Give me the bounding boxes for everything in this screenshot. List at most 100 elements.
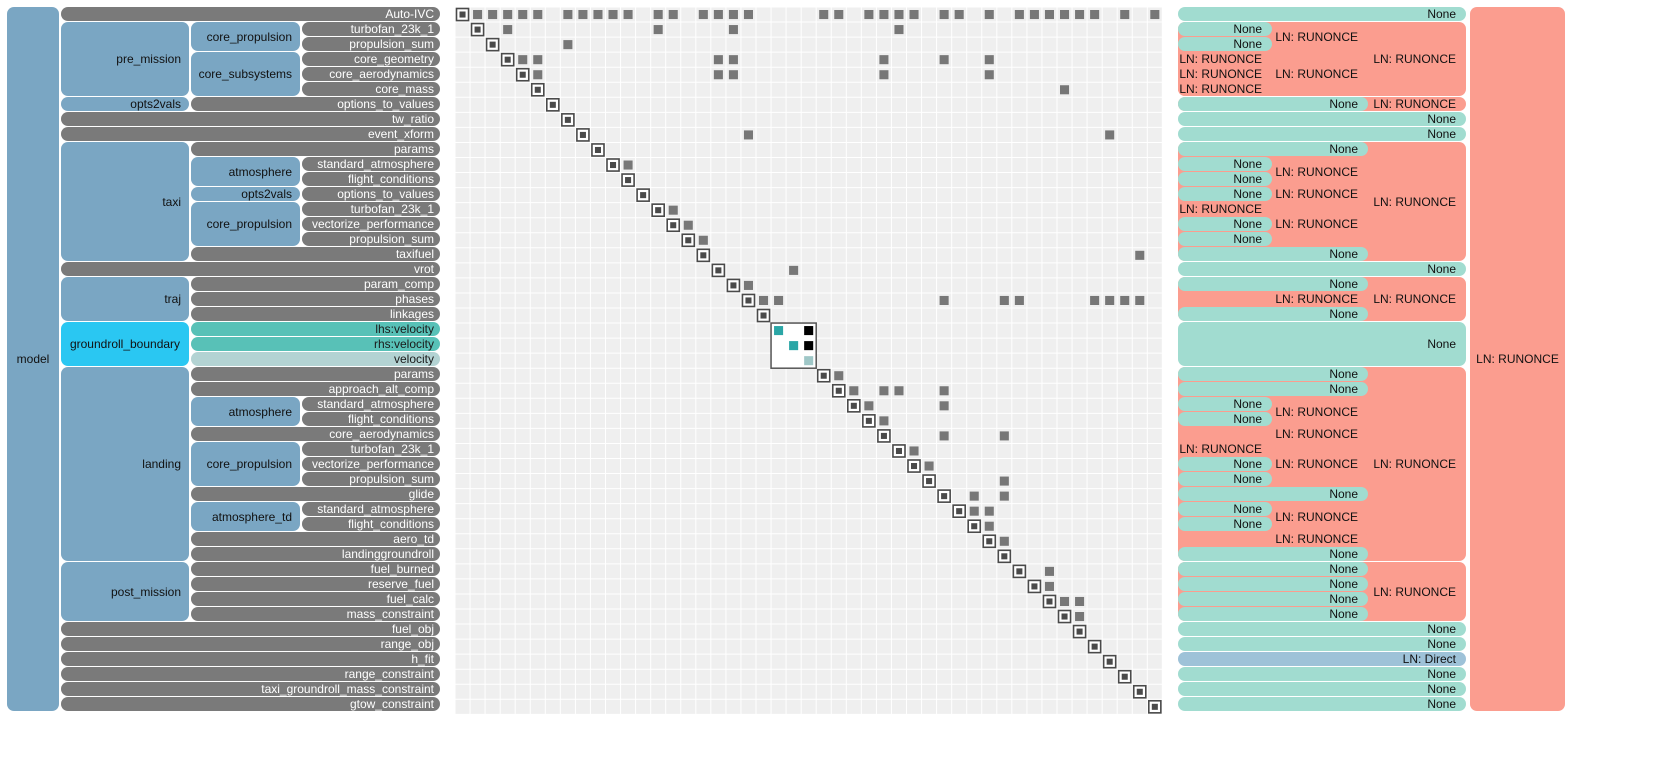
solver-node[interactable]: None bbox=[1178, 502, 1272, 516]
group-node[interactable]: landing bbox=[61, 367, 189, 561]
solver-node[interactable]: None bbox=[1178, 187, 1272, 201]
solver-node[interactable]: None bbox=[1178, 547, 1368, 561]
solver-node[interactable]: None bbox=[1178, 22, 1272, 36]
component-node[interactable]: core_mass bbox=[302, 82, 440, 96]
solver-node[interactable]: LN: Direct bbox=[1178, 652, 1466, 666]
component-node[interactable]: phases bbox=[191, 292, 440, 306]
component-node[interactable]: approach_alt_comp bbox=[191, 382, 440, 396]
solver-node[interactable]: None bbox=[1178, 487, 1368, 501]
solver-node[interactable]: None bbox=[1178, 172, 1272, 186]
solver-node[interactable]: None bbox=[1178, 472, 1272, 486]
group-node[interactable]: atmosphere bbox=[191, 157, 300, 186]
solver-node[interactable]: None bbox=[1178, 562, 1368, 576]
group-node[interactable]: groundroll_boundary bbox=[61, 322, 189, 366]
solver-node[interactable]: LN: RUNONCE bbox=[1275, 442, 1368, 486]
component-node[interactable]: standard_atmosphere bbox=[302, 397, 440, 411]
solver-node[interactable]: None bbox=[1178, 112, 1466, 126]
solver-node[interactable]: LN: RUNONCE bbox=[1275, 52, 1368, 96]
component-node[interactable]: flight_conditions bbox=[302, 412, 440, 426]
solver-node[interactable]: LN: RUNONCE bbox=[1178, 427, 1368, 441]
component-node[interactable]: core_aerodynamics bbox=[302, 67, 440, 81]
solver-node[interactable]: None bbox=[1178, 412, 1272, 426]
component-node[interactable]: fuel_burned bbox=[191, 562, 440, 576]
solver-node[interactable]: None bbox=[1178, 277, 1368, 291]
model-root-node[interactable]: model bbox=[7, 7, 59, 711]
component-node[interactable]: h_fit bbox=[61, 652, 440, 666]
component-node[interactable]: options_to_values bbox=[191, 97, 440, 111]
solver-node[interactable]: LN: RUNONCE bbox=[1178, 82, 1272, 96]
root-solver[interactable]: LN: RUNONCE bbox=[1470, 7, 1565, 711]
component-node[interactable]: vrot bbox=[61, 262, 440, 276]
component-node[interactable]: params bbox=[191, 142, 440, 156]
solver-node[interactable]: LN: RUNONCE bbox=[1178, 442, 1272, 456]
component-node[interactable]: vectorize_performance bbox=[302, 217, 440, 231]
group-node[interactable]: pre_mission bbox=[61, 22, 189, 96]
group-node[interactable]: atmosphere_td bbox=[191, 502, 300, 531]
solver-node[interactable]: None bbox=[1178, 37, 1272, 51]
solver-node[interactable]: None bbox=[1178, 517, 1272, 531]
solver-node[interactable]: None bbox=[1178, 127, 1466, 141]
solver-node[interactable]: None bbox=[1178, 637, 1466, 651]
component-node[interactable]: range_constraint bbox=[61, 667, 440, 681]
solver-node[interactable]: None bbox=[1178, 7, 1466, 21]
solver-node[interactable]: None bbox=[1178, 667, 1466, 681]
solver-node[interactable]: None bbox=[1178, 682, 1466, 696]
component-node[interactable]: turbofan_23k_1 bbox=[302, 442, 440, 456]
component-node[interactable]: reserve_fuel bbox=[191, 577, 440, 591]
solver-node[interactable]: None bbox=[1178, 307, 1368, 321]
solver-node[interactable]: LN: RUNONCE bbox=[1178, 52, 1272, 66]
component-node[interactable]: event_xform bbox=[61, 127, 440, 141]
solver-node[interactable]: None bbox=[1178, 262, 1466, 276]
solver-node[interactable]: None bbox=[1178, 697, 1466, 711]
component-node[interactable]: standard_atmosphere bbox=[302, 502, 440, 516]
component-node[interactable]: core_geometry bbox=[302, 52, 440, 66]
solver-node[interactable]: None bbox=[1178, 382, 1368, 396]
solver-node[interactable]: LN: RUNONCE bbox=[1275, 157, 1368, 186]
group-node[interactable]: opts2vals bbox=[61, 97, 189, 111]
solver-node[interactable]: None bbox=[1178, 592, 1368, 606]
component-node[interactable]: propulsion_sum bbox=[302, 472, 440, 486]
component-node[interactable]: turbofan_23k_1 bbox=[302, 22, 440, 36]
component-node[interactable]: Auto-IVC bbox=[61, 7, 440, 21]
component-node[interactable]: param_comp bbox=[191, 277, 440, 291]
component-node[interactable]: flight_conditions bbox=[302, 517, 440, 531]
component-node[interactable]: lhs:velocity bbox=[191, 322, 440, 336]
solver-node[interactable]: None bbox=[1178, 622, 1466, 636]
component-node[interactable]: taxi_groundroll_mass_constraint bbox=[61, 682, 440, 696]
solver-node[interactable]: None bbox=[1178, 157, 1272, 171]
group-node[interactable]: taxi bbox=[61, 142, 189, 261]
solver-node[interactable]: LN: RUNONCE bbox=[1178, 202, 1272, 216]
component-node[interactable]: aero_td bbox=[191, 532, 440, 546]
solver-node[interactable]: LN: RUNONCE bbox=[1178, 67, 1272, 81]
component-node[interactable]: options_to_values bbox=[302, 187, 440, 201]
solver-node[interactable]: LN: RUNONCE bbox=[1178, 292, 1368, 306]
group-node[interactable]: atmosphere bbox=[191, 397, 300, 426]
component-node[interactable]: vectorize_performance bbox=[302, 457, 440, 471]
solver-node[interactable]: None bbox=[1178, 97, 1368, 111]
group-node[interactable]: core_subsystems bbox=[191, 52, 300, 96]
component-node[interactable]: propulsion_sum bbox=[302, 37, 440, 51]
component-node[interactable]: landinggroundroll bbox=[191, 547, 440, 561]
group-node[interactable]: post_mission bbox=[61, 562, 189, 621]
component-node[interactable]: turbofan_23k_1 bbox=[302, 202, 440, 216]
component-node[interactable]: velocity bbox=[191, 352, 440, 366]
component-node[interactable]: core_aerodynamics bbox=[191, 427, 440, 441]
component-node[interactable]: range_obj bbox=[61, 637, 440, 651]
solver-node[interactable]: None bbox=[1178, 217, 1272, 231]
solver-node[interactable]: None bbox=[1178, 322, 1466, 366]
solver-node[interactable]: None bbox=[1178, 607, 1368, 621]
solver-node[interactable]: None bbox=[1178, 232, 1272, 246]
group-node[interactable]: opts2vals bbox=[191, 187, 300, 201]
solver-node[interactable]: LN: RUNONCE bbox=[1275, 187, 1368, 201]
component-node[interactable]: flight_conditions bbox=[302, 172, 440, 186]
solver-node[interactable]: LN: RUNONCE bbox=[1275, 202, 1368, 246]
solver-node[interactable]: None bbox=[1178, 397, 1272, 411]
solver-node[interactable]: LN: RUNONCE bbox=[1275, 22, 1368, 51]
component-node[interactable]: propulsion_sum bbox=[302, 232, 440, 246]
component-node[interactable]: linkages bbox=[191, 307, 440, 321]
group-node[interactable]: core_propulsion bbox=[191, 442, 300, 486]
component-node[interactable]: mass_constraint bbox=[191, 607, 440, 621]
component-node[interactable]: fuel_obj bbox=[61, 622, 440, 636]
solver-node[interactable]: None bbox=[1178, 142, 1368, 156]
